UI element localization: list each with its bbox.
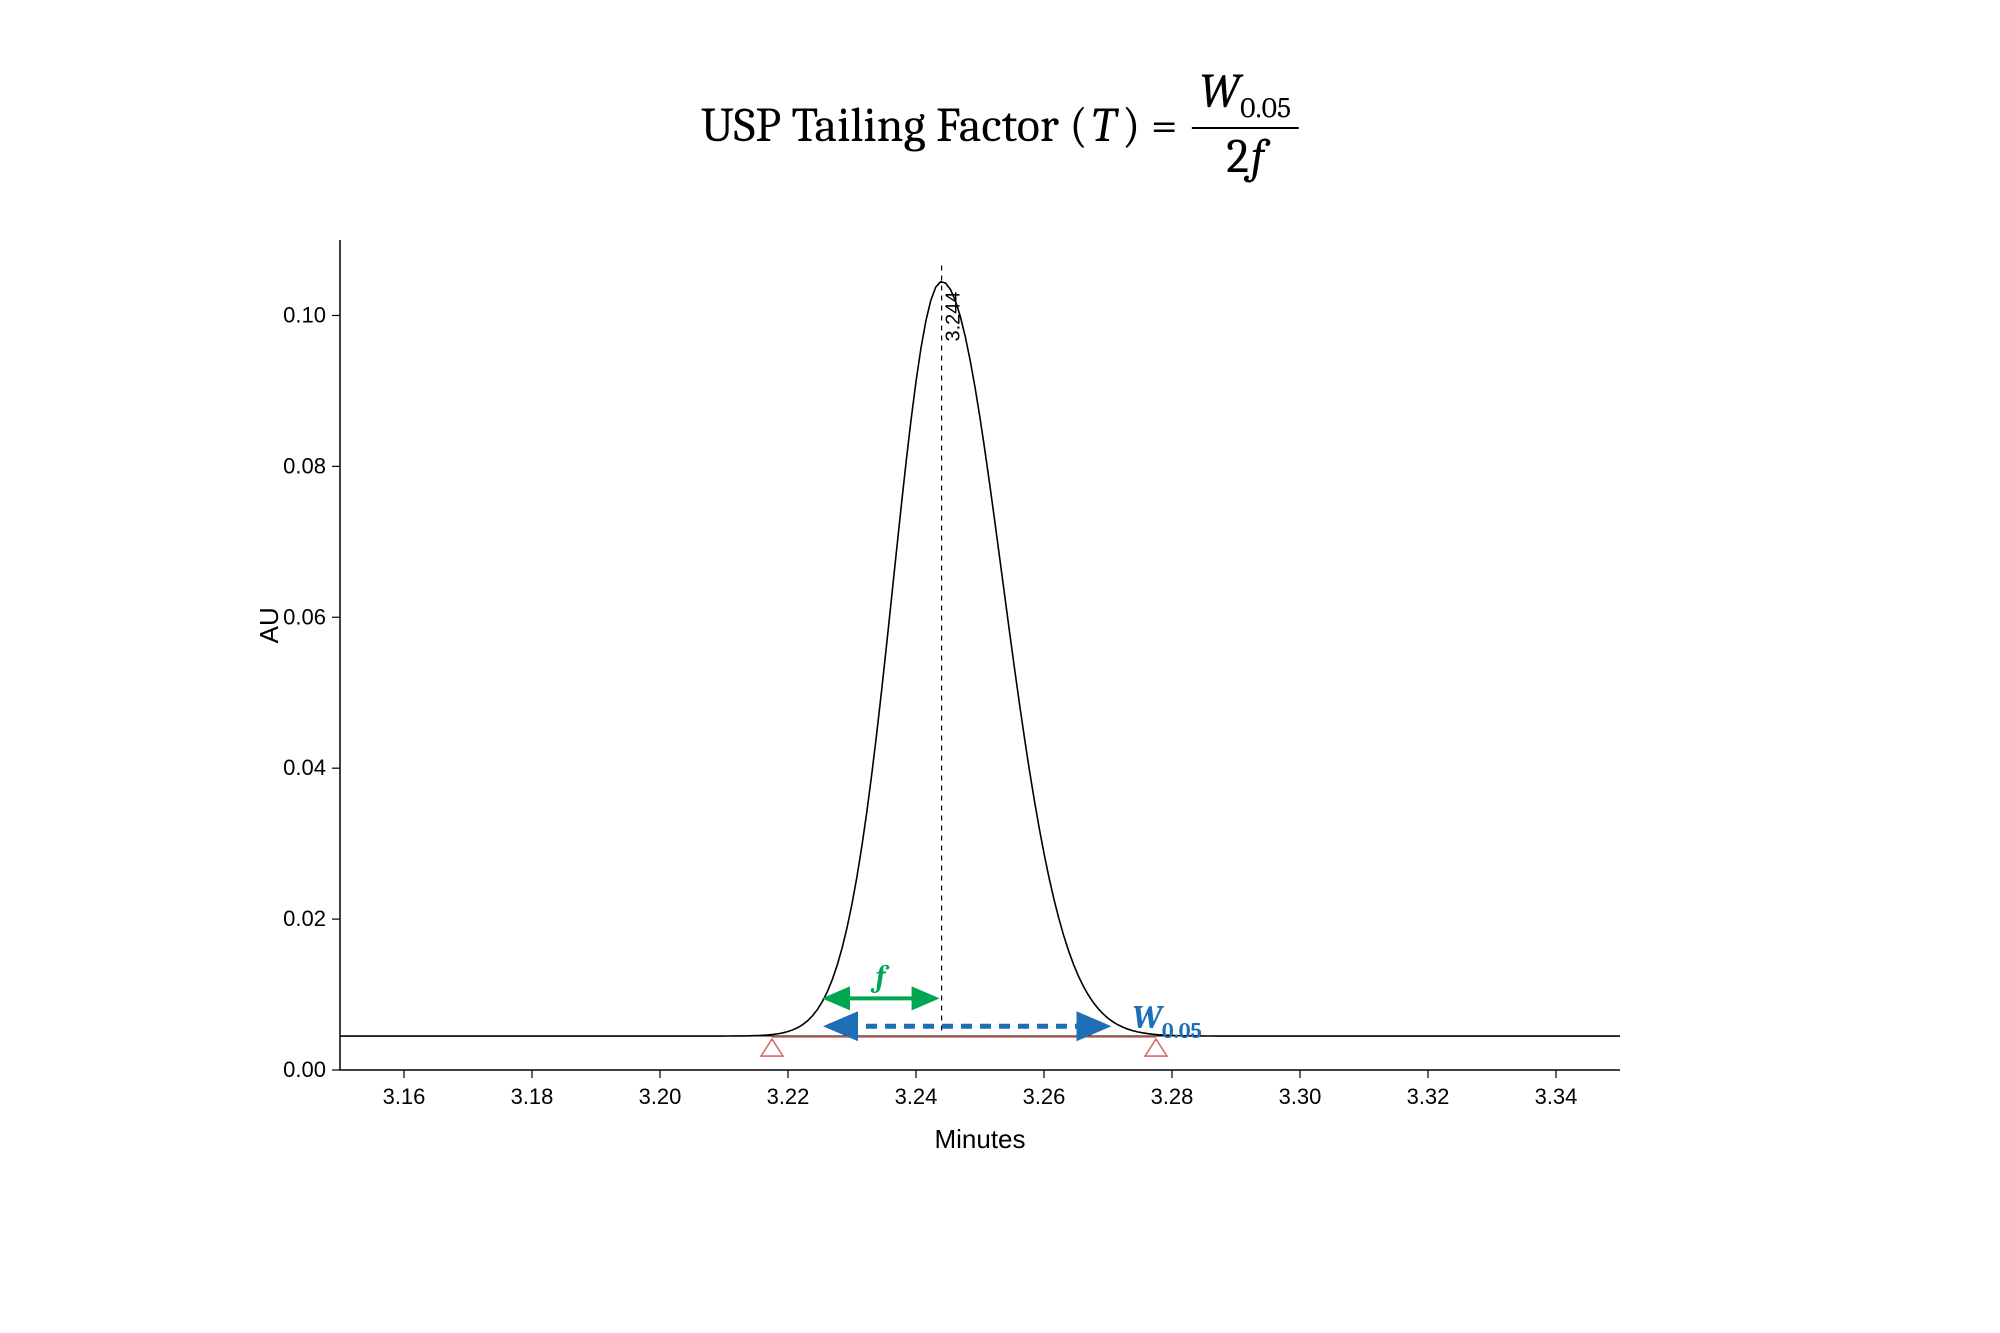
- svg-text:0.00: 0.00: [283, 1057, 326, 1082]
- svg-text:0.08: 0.08: [283, 453, 326, 478]
- svg-text:AU: AU: [254, 607, 284, 643]
- svg-text:0.10: 0.10: [283, 302, 326, 327]
- svg-text:f: f: [870, 959, 890, 994]
- svg-text:0.04: 0.04: [283, 755, 326, 780]
- formula-num-w: W: [1200, 64, 1241, 119]
- formula-suffix: ) =: [1122, 98, 1178, 153]
- formula-fraction: W0.05 2f: [1192, 66, 1300, 184]
- formula-num-sub: 0.05: [1240, 92, 1291, 126]
- svg-text:3.18: 3.18: [511, 1084, 554, 1109]
- formula-den-2: 2: [1226, 129, 1249, 184]
- formula: USP Tailing Factor (T) = W0.05 2f: [701, 66, 1299, 184]
- svg-text:3.32: 3.32: [1407, 1084, 1450, 1109]
- chart-svg: 0.00 0.02 0.04 0.06 0.08 0.10 3.16 3.18 3.20 3.22…: [250, 230, 1750, 1230]
- svg-text:3.34: 3.34: [1535, 1084, 1578, 1109]
- svg-text:3.244: 3.244: [943, 291, 965, 341]
- svg-text:3.30: 3.30: [1279, 1084, 1322, 1109]
- svg-text:0.02: 0.02: [283, 906, 326, 931]
- formula-prefix: USP Tailing Factor (: [701, 98, 1088, 153]
- svg-text:3.26: 3.26: [1023, 1084, 1066, 1109]
- svg-text:3.22: 3.22: [767, 1084, 810, 1109]
- svg-text:3.16: 3.16: [383, 1084, 426, 1109]
- svg-text:0.06: 0.06: [283, 604, 326, 629]
- svg-text:3.20: 3.20: [639, 1084, 682, 1109]
- svg-text:3.28: 3.28: [1151, 1084, 1194, 1109]
- svg-text:Minutes: Minutes: [934, 1124, 1025, 1154]
- svg-text:3.24: 3.24: [895, 1084, 938, 1109]
- formula-den-f: f: [1251, 129, 1265, 184]
- chromatogram-chart: 0.00 0.02 0.04 0.06 0.08 0.10 3.16 3.18 3.20 3.22…: [250, 230, 1750, 1230]
- formula-var-t: T: [1092, 98, 1116, 153]
